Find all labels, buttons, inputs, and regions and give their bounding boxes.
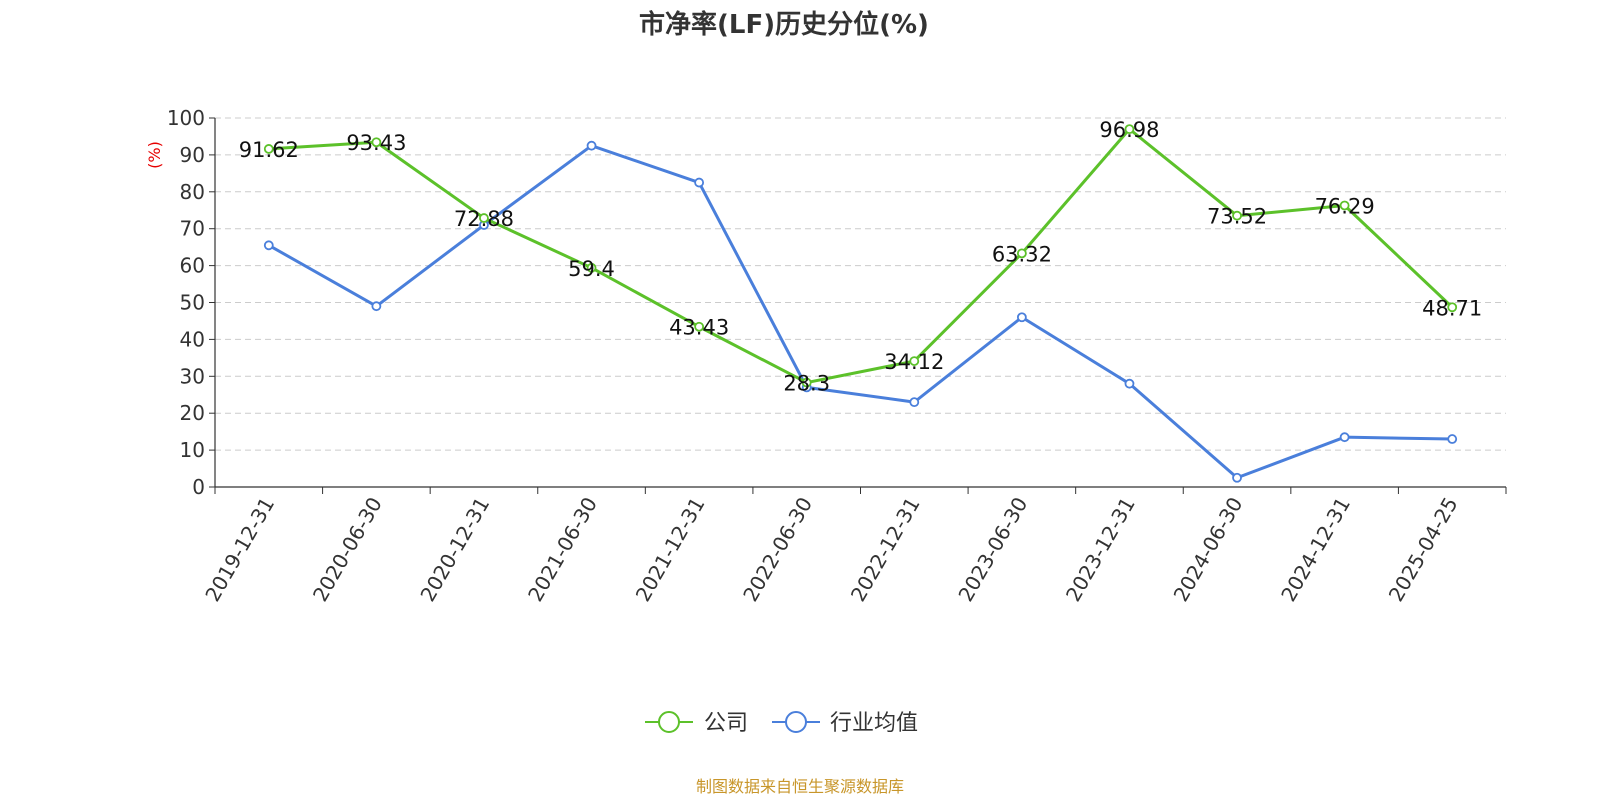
data-point [1232, 210, 1242, 221]
data-point [1339, 432, 1350, 443]
y-tick-label: 0 [192, 475, 205, 499]
legend-marker [658, 711, 680, 733]
data-point [1016, 248, 1027, 259]
data-label: 28.3 [783, 372, 830, 396]
x-tick-label: 2020-06-30 [308, 493, 387, 606]
data-label: 96.98 [1099, 118, 1159, 142]
data-point [586, 262, 597, 273]
y-tick-label: 60 [180, 254, 205, 278]
data-point [586, 140, 597, 151]
y-tick-label: 90 [180, 143, 205, 167]
data-point [801, 377, 812, 388]
data-label: 59.4 [568, 257, 615, 281]
y-tick-label: 30 [180, 364, 205, 388]
axes: 0 10 20 30 40 50 60 70 80 90 100 2019-12-31 2020-06-… [167, 106, 1507, 606]
data-point [1447, 434, 1458, 444]
data-point [694, 321, 705, 332]
data-point [909, 356, 920, 366]
data-point [909, 397, 920, 408]
source-note: 制图数据来自恒生聚源数据库 [696, 777, 904, 796]
legend-item[interactable]: 行业均值 [772, 711, 918, 736]
data-label: 73.52 [1207, 205, 1267, 229]
x-tick-label: 2024-12-31 [1276, 493, 1355, 606]
data-label: 72.88 [454, 207, 514, 231]
x-tick-label: 2023-06-30 [953, 493, 1032, 606]
y-tick-label: 50 [180, 291, 205, 315]
data-point [1447, 302, 1458, 313]
data-point [1124, 378, 1135, 389]
x-tick-label: 2024-06-30 [1169, 493, 1248, 606]
x-tick-label: 2020-12-31 [415, 493, 494, 606]
data-label: 43.43 [669, 316, 729, 340]
y-tick-label: 10 [180, 438, 205, 462]
data-point [1339, 200, 1350, 211]
data-point [371, 301, 382, 312]
data-point [1016, 312, 1027, 323]
chart-title: 市净率(LF)历史分位(%) [639, 9, 929, 40]
data-point [694, 177, 705, 188]
legend-label: 公司 [704, 711, 748, 736]
data-labels: 91.62 93.43 72.88 59.4 43.43 28.3 34.12 63.32 96… [239, 118, 1483, 395]
series-line [268, 127, 1454, 385]
legend-label: 行业均值 [830, 711, 918, 736]
x-tick-label: 2023-12-31 [1061, 493, 1140, 606]
x-tick-label: 2021-12-31 [631, 493, 710, 606]
data-label: 93.43 [346, 131, 406, 155]
data-label: 63.32 [992, 242, 1052, 266]
y-tick-label: 100 [167, 106, 205, 130]
data-label: 34.12 [884, 350, 944, 374]
y-tick-label: 70 [180, 217, 205, 241]
data-label: 76.29 [1315, 194, 1375, 218]
legend[interactable]: 公司 行业均值 [645, 711, 918, 736]
data-point [1232, 472, 1242, 483]
x-tick-label: 2022-06-30 [738, 493, 817, 606]
series-line [268, 144, 1453, 480]
y-tick-label: 80 [180, 180, 205, 204]
data-point [479, 213, 489, 223]
x-tick-label: 2019-12-31 [200, 493, 279, 606]
legend-item[interactable]: 公司 [645, 711, 748, 736]
x-tick-label: 2025-04-25 [1384, 493, 1463, 606]
data-point [263, 144, 274, 154]
y-tick-label: 40 [180, 327, 205, 351]
legend-marker [785, 711, 807, 733]
data-point [263, 240, 274, 251]
x-tick-label: 2022-12-31 [846, 493, 925, 606]
data-point [371, 137, 382, 148]
y-tick-label: 20 [180, 401, 205, 425]
grid-lines [215, 117, 1506, 451]
data-point [1124, 124, 1135, 135]
series-layer [263, 124, 1458, 483]
x-tick-label: 2021-06-30 [523, 493, 602, 606]
data-label: 91.62 [239, 138, 299, 162]
y-axis-label: (%) [145, 141, 164, 169]
data-label: 48.71 [1422, 296, 1482, 320]
